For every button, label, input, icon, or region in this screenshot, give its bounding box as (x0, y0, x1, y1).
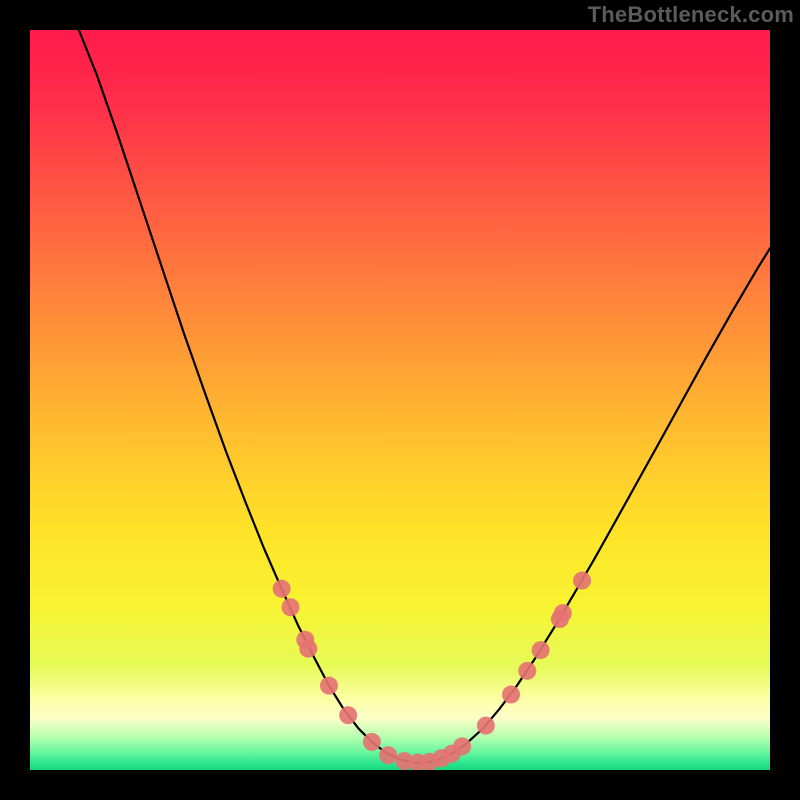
data-marker (573, 572, 591, 590)
data-marker (518, 662, 536, 680)
chart-overlay (30, 30, 770, 770)
data-marker (339, 706, 357, 724)
bottleneck-curve (79, 30, 770, 763)
data-marker (532, 641, 550, 659)
data-marker (477, 717, 495, 735)
watermark-text: TheBottleneck.com (588, 2, 794, 28)
data-marker (320, 677, 338, 695)
data-marker (281, 598, 299, 616)
data-marker (379, 746, 397, 764)
data-marker (502, 686, 520, 704)
plot-area (30, 30, 770, 770)
data-marker (273, 580, 291, 598)
data-marker (363, 733, 381, 751)
data-marker (554, 604, 572, 622)
data-marker (453, 737, 471, 755)
data-marker (299, 640, 317, 658)
